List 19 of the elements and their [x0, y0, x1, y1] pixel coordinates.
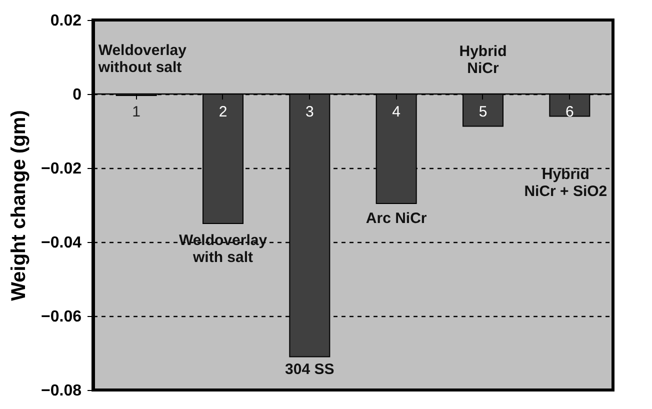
y-tick-label: 0	[72, 86, 82, 104]
annotation: Arc NiCr	[366, 210, 427, 227]
x-tick-label: 1	[132, 104, 141, 120]
annotation: Hybrid NiCr	[459, 43, 507, 77]
y-tick-label: −0.02	[41, 160, 82, 178]
x-tick-label: 3	[305, 104, 314, 120]
y-tick-label: 0.02	[50, 12, 82, 30]
y-tick-label: −0.04	[41, 234, 82, 252]
annotation: Weldoverlay with salt	[178, 232, 268, 266]
annotation: Hybrid NiCr + SiO2	[524, 166, 608, 200]
annotation: 304 SS	[285, 361, 334, 378]
x-tick-label: 5	[478, 104, 488, 120]
y-tick-label: −0.06	[41, 308, 82, 326]
y-tick-label: −0.08	[41, 382, 82, 400]
x-tick-label: 2	[218, 104, 228, 120]
x-tick-label: 6	[565, 104, 574, 120]
x-tick-label: 4	[392, 104, 401, 120]
y-axis-title: Weight change (gm)	[8, 110, 30, 301]
annotation: Weldoverlay without salt	[97, 42, 188, 76]
